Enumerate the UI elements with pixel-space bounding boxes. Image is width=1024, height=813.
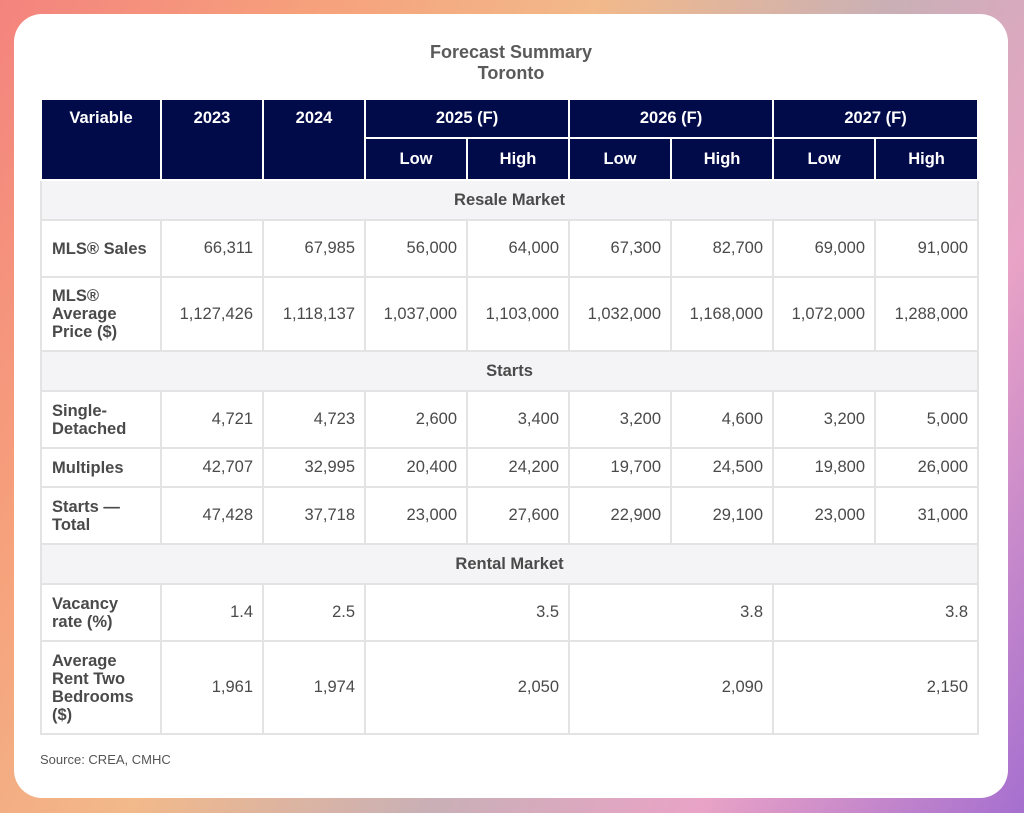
table-cell: 4,723	[262, 390, 366, 449]
table-row: Average Rent Two Bedrooms ($) 1,961 1,97…	[40, 640, 980, 735]
table-cell: 19,700	[568, 447, 673, 488]
title-line-2: Toronto	[477, 63, 545, 83]
section-starts: Starts	[39, 350, 980, 392]
row-label: Multiples	[40, 447, 162, 488]
table-cell: 32,995	[262, 447, 366, 488]
table-cell: 37,718	[262, 486, 366, 545]
table-cell: 27,600	[465, 486, 571, 545]
row-label: Starts — Total	[40, 486, 162, 545]
table-cell: 20,400	[364, 447, 468, 488]
header-low-2025: Low	[364, 137, 468, 181]
forecast-table: Variable 2023 2024 2025 (F) 2026 (F) 202…	[39, 98, 980, 735]
table-cell: 24,200	[465, 447, 571, 488]
forecast-card: Forecast Summary Toronto Variable 2023 2…	[14, 14, 1008, 798]
table-row: Single-Detached 4,721 4,723 2,600 3,400 …	[40, 390, 980, 449]
table-cell: 1,072,000	[772, 276, 877, 352]
table-cell: 26,000	[874, 447, 980, 488]
table-cell: 3.8	[568, 583, 775, 642]
header-year-2025f: 2025 (F)	[363, 98, 571, 139]
table-row: MLS® Average Price ($) 1,127,426 1,118,1…	[40, 276, 980, 352]
table-row: Multiples 42,707 32,995 20,400 24,200 19…	[40, 447, 980, 488]
table-cell: 24,500	[670, 447, 775, 488]
header-year-2026f: 2026 (F)	[568, 98, 775, 139]
table-cell: 4,721	[160, 390, 264, 449]
table-cell: 1,288,000	[874, 276, 980, 352]
table-cell: 23,000	[772, 486, 877, 545]
table-row: MLS® Sales 66,311 67,985 56,000 64,000 6…	[40, 219, 980, 278]
table-cell: 31,000	[874, 486, 980, 545]
source-note: Source: CREA, CMHC	[40, 752, 171, 767]
header-low-2027: Low	[772, 137, 877, 181]
table-cell: 67,985	[262, 219, 366, 278]
table-cell: 22,900	[568, 486, 673, 545]
table-cell: 2,150	[772, 640, 980, 735]
table-title: Forecast Summary Toronto	[14, 42, 1008, 84]
table-cell: 5,000	[874, 390, 980, 449]
table-cell: 1.4	[160, 583, 264, 642]
table-cell: 1,103,000	[465, 276, 571, 352]
row-label: Single-Detached	[40, 390, 162, 449]
table-cell: 19,800	[772, 447, 877, 488]
table-cell: 2.5	[262, 583, 366, 642]
table-cell: 3.5	[363, 583, 571, 642]
table-row: Starts — Total 47,428 37,718 23,000 27,6…	[40, 486, 980, 545]
header-variable: Variable	[40, 98, 162, 181]
header-high-2025: High	[465, 137, 571, 181]
table-cell: 3.8	[772, 583, 980, 642]
table-cell: 66,311	[160, 219, 264, 278]
table-cell: 42,707	[160, 447, 264, 488]
header-high-2026: High	[670, 137, 775, 181]
table-cell: 1,127,426	[160, 276, 264, 352]
row-label: Average Rent Two Bedrooms ($)	[40, 640, 162, 735]
section-rental-market: Rental Market	[39, 543, 980, 585]
table-cell: 3,400	[465, 390, 571, 449]
header-year-2023: 2023	[160, 98, 264, 181]
table-cell: 1,032,000	[568, 276, 673, 352]
table-cell: 1,974	[262, 640, 366, 735]
table-cell: 4,600	[670, 390, 775, 449]
table-cell: 47,428	[160, 486, 264, 545]
table-cell: 1,961	[160, 640, 264, 735]
table-cell: 82,700	[670, 219, 775, 278]
table-cell: 56,000	[364, 219, 468, 278]
table-row: Vacancy rate (%) 1.4 2.5 3.5 3.8 3.8	[40, 583, 980, 642]
table-cell: 2,050	[363, 640, 571, 735]
table-cell: 64,000	[465, 219, 571, 278]
table-cell: 69,000	[772, 219, 877, 278]
row-label: MLS® Sales	[40, 219, 162, 278]
header-low-2026: Low	[568, 137, 673, 181]
table-cell: 1,168,000	[670, 276, 775, 352]
header-year-2024: 2024	[262, 98, 366, 181]
table-cell: 29,100	[670, 486, 775, 545]
title-line-1: Forecast Summary	[429, 42, 593, 62]
section-resale-market: Resale Market	[39, 179, 980, 221]
row-label: Vacancy rate (%)	[40, 583, 162, 642]
row-label: MLS® Average Price ($)	[40, 276, 162, 352]
table-cell: 2,600	[364, 390, 468, 449]
table-cell: 3,200	[772, 390, 877, 449]
table-cell: 91,000	[874, 219, 980, 278]
table-cell: 1,037,000	[364, 276, 468, 352]
table-cell: 1,118,137	[262, 276, 366, 352]
table-cell: 3,200	[568, 390, 673, 449]
header-year-2027f: 2027 (F)	[772, 98, 980, 139]
table-cell: 2,090	[568, 640, 775, 735]
table-cell: 67,300	[568, 219, 673, 278]
header-high-2027: High	[874, 137, 980, 181]
table-cell: 23,000	[364, 486, 468, 545]
